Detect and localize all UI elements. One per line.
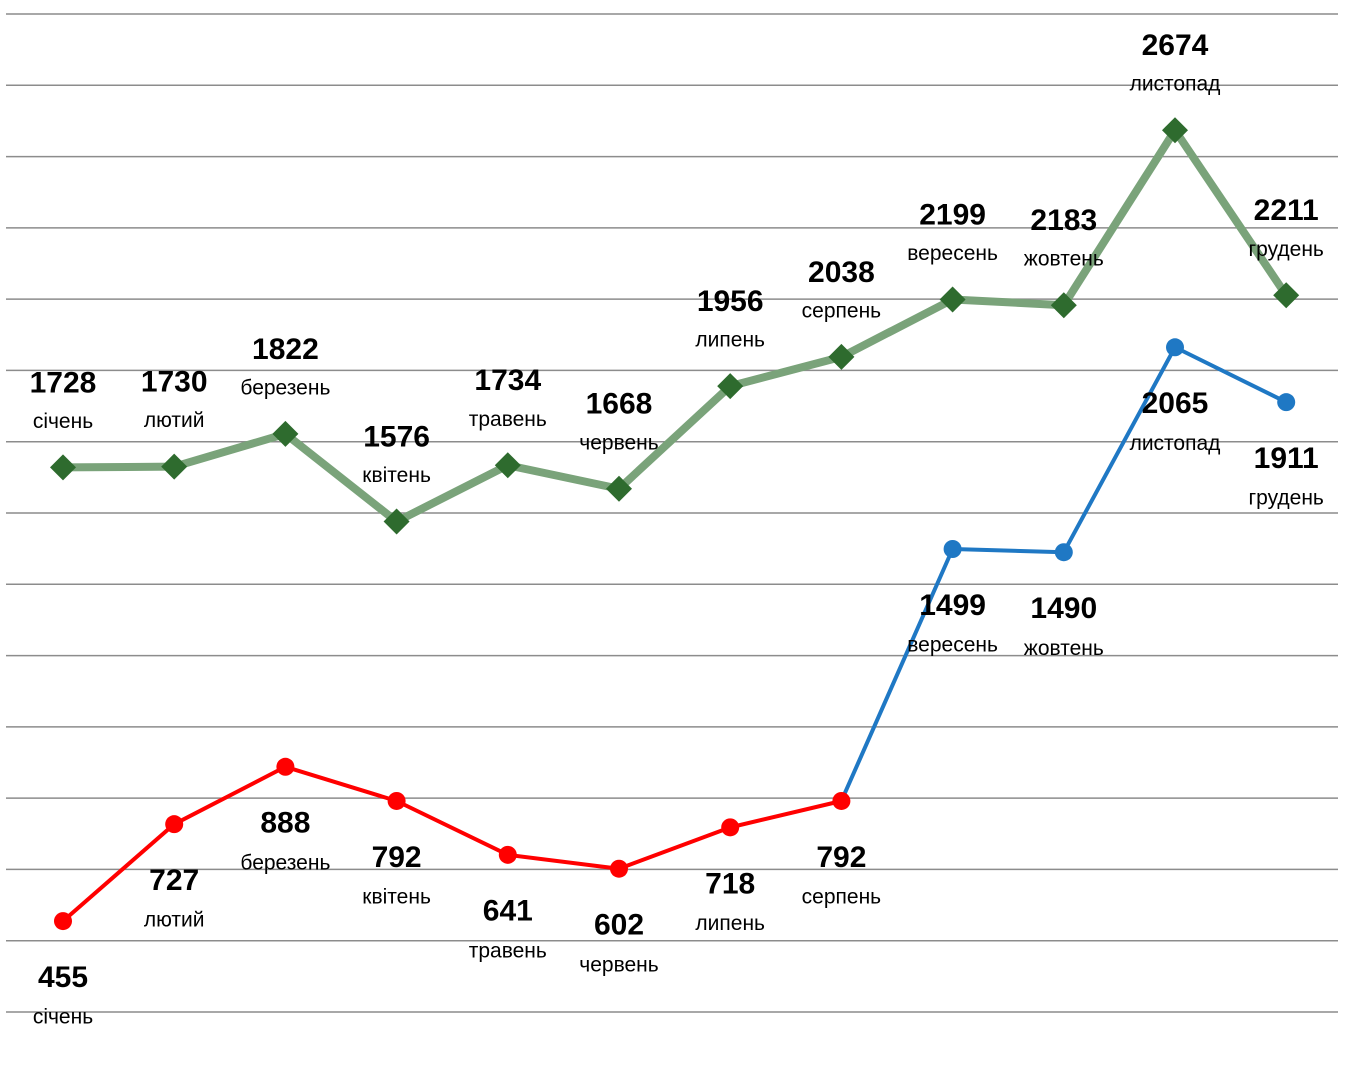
value-label: 1734 bbox=[474, 364, 541, 397]
month-label: травень bbox=[469, 408, 547, 431]
month-label: жовтень bbox=[1024, 637, 1104, 660]
value-label: 1956 bbox=[697, 285, 764, 318]
month-label: липень bbox=[695, 329, 765, 352]
line-segment bbox=[615, 382, 735, 493]
marker bbox=[832, 791, 851, 810]
value-label: 888 bbox=[260, 807, 310, 840]
month-label: грудень bbox=[1249, 238, 1324, 261]
marker bbox=[383, 508, 410, 535]
value-label: 455 bbox=[38, 961, 88, 994]
value-label: 2211 bbox=[1254, 194, 1319, 227]
marker bbox=[606, 475, 632, 502]
marker bbox=[1166, 338, 1184, 357]
value-label: 1911 bbox=[1254, 442, 1319, 475]
month-label: лютий bbox=[144, 409, 205, 432]
value-label: 1728 bbox=[30, 366, 97, 399]
line-segment bbox=[948, 295, 1068, 310]
value-label: 792 bbox=[816, 841, 866, 874]
value-label: 727 bbox=[149, 864, 199, 897]
line-segment bbox=[61, 822, 177, 924]
marker bbox=[1273, 282, 1300, 309]
marker bbox=[54, 912, 72, 931]
month-label: червень bbox=[579, 431, 658, 454]
line-segment bbox=[1059, 126, 1179, 310]
line-segment bbox=[283, 764, 399, 803]
marker bbox=[610, 859, 628, 878]
value-label: 2038 bbox=[808, 256, 875, 289]
month-label: вересень bbox=[907, 634, 998, 657]
marker bbox=[828, 343, 855, 370]
month-label: січень bbox=[33, 1006, 93, 1029]
value-label: 1822 bbox=[252, 333, 319, 366]
value-label: 1576 bbox=[363, 420, 430, 453]
marker bbox=[1162, 117, 1188, 144]
marker bbox=[939, 286, 966, 313]
month-label: червень bbox=[579, 953, 658, 976]
month-label: березень bbox=[240, 376, 330, 399]
value-label: 792 bbox=[372, 841, 422, 874]
marker bbox=[50, 454, 76, 481]
line-segment bbox=[837, 295, 957, 361]
marker bbox=[717, 373, 744, 400]
line-segment bbox=[1171, 126, 1291, 300]
line-segment bbox=[839, 546, 955, 803]
marker bbox=[387, 791, 406, 810]
value-label: 2199 bbox=[919, 198, 986, 231]
value-label: 602 bbox=[594, 909, 644, 942]
line-segment bbox=[281, 429, 401, 526]
line-segment bbox=[170, 429, 290, 471]
marker bbox=[1050, 292, 1077, 319]
month-label: грудень bbox=[1249, 487, 1324, 510]
month-label: серпень bbox=[802, 299, 882, 322]
value-label: 2674 bbox=[1142, 29, 1209, 62]
line-segment bbox=[394, 798, 510, 857]
month-label: лютий bbox=[144, 909, 205, 932]
month-label: березень bbox=[240, 851, 330, 874]
value-label: 1730 bbox=[141, 366, 208, 399]
marker bbox=[943, 539, 962, 558]
month-label: серпень bbox=[802, 886, 882, 909]
marker bbox=[161, 453, 188, 480]
marker bbox=[276, 757, 295, 776]
marker bbox=[498, 845, 517, 864]
line-segment bbox=[1173, 345, 1289, 405]
month-label: квітень bbox=[362, 886, 431, 909]
line-segment bbox=[172, 764, 288, 827]
value-label: 1490 bbox=[1030, 592, 1097, 625]
line-segment bbox=[950, 546, 1066, 555]
line-segment bbox=[728, 798, 844, 830]
month-label: листопад bbox=[1130, 432, 1221, 455]
value-label: 2183 bbox=[1030, 204, 1097, 237]
month-label: жовтень bbox=[1024, 248, 1104, 271]
line-segment bbox=[59, 462, 179, 472]
month-label: травень bbox=[469, 939, 547, 962]
value-label: 641 bbox=[483, 895, 533, 928]
value-label: 1668 bbox=[586, 388, 653, 421]
month-label: вересень bbox=[907, 242, 998, 265]
month-label: квітень bbox=[362, 464, 431, 487]
line-segment bbox=[392, 461, 512, 526]
value-label: 1499 bbox=[919, 589, 986, 622]
marker bbox=[721, 818, 740, 837]
month-label: листопад bbox=[1130, 73, 1221, 96]
marker bbox=[494, 452, 521, 479]
value-label: 2065 bbox=[1142, 387, 1209, 420]
line-segment bbox=[505, 852, 621, 871]
line-segment bbox=[726, 352, 846, 391]
line-segment bbox=[1061, 345, 1177, 555]
value-label: 718 bbox=[705, 867, 755, 900]
line-segment bbox=[503, 461, 623, 493]
month-label: січень bbox=[33, 410, 93, 433]
marker bbox=[1277, 393, 1296, 412]
month-label: липень bbox=[695, 912, 765, 935]
marker bbox=[1054, 543, 1073, 562]
line-segment bbox=[617, 825, 733, 871]
marker bbox=[165, 815, 184, 834]
marker bbox=[272, 420, 299, 447]
